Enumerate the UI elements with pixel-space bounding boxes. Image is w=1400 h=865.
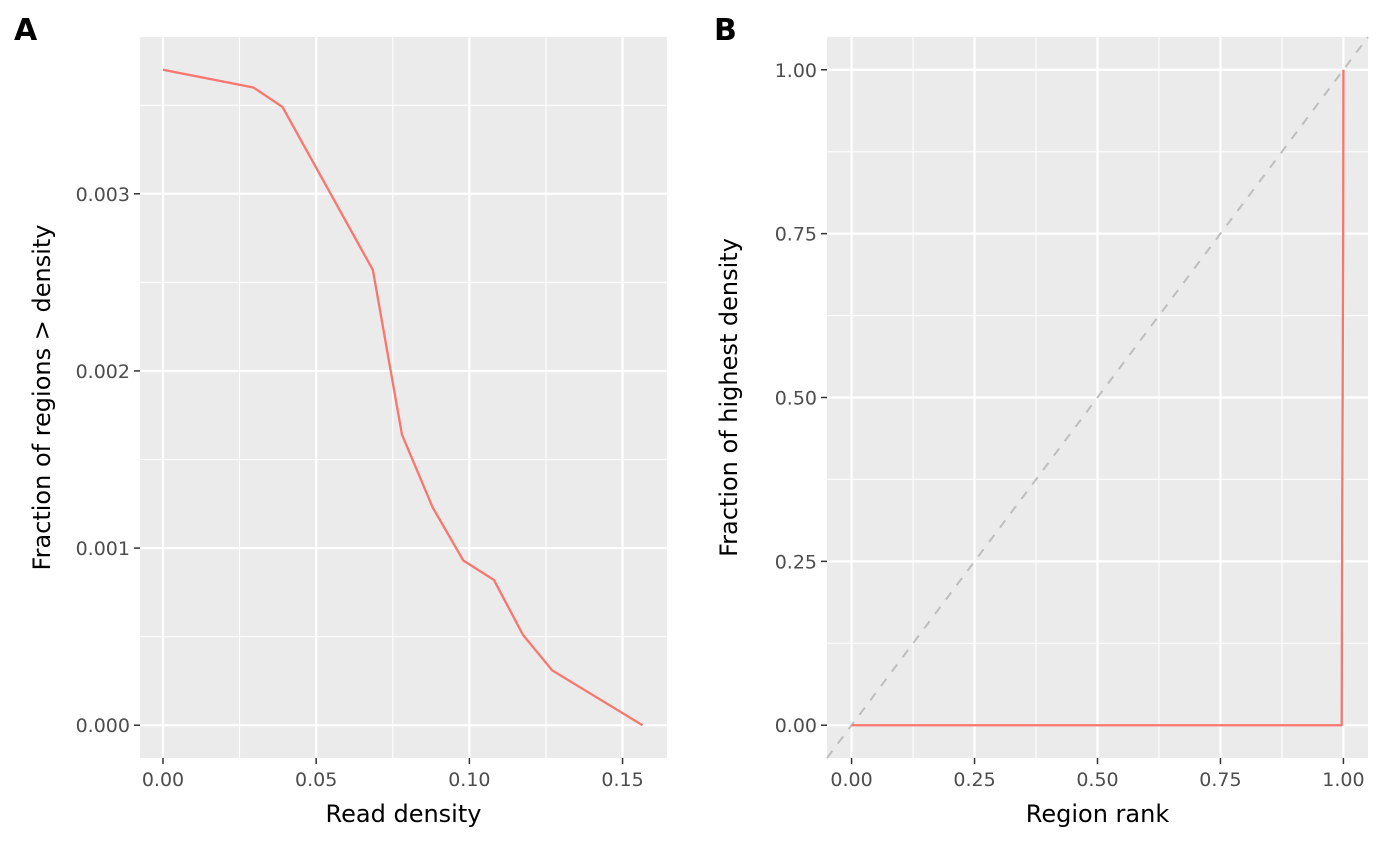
panel-label: B	[714, 13, 737, 48]
x-tick-label: 0.05	[295, 769, 337, 791]
y-tick-label: 0.50	[775, 388, 817, 410]
panel-a: 0.00 0.05 0.10 0.15 0.000 0.001 0.002 0.003 Read…	[14, 13, 667, 828]
y-tick-label: 0.000	[76, 715, 130, 737]
x-tick-label: 0.00	[142, 769, 184, 791]
y-tick-label: 0.00	[775, 715, 817, 737]
y-tick-label: 0.75	[775, 224, 817, 246]
x-tick-label: 0.15	[601, 769, 643, 791]
panel-background	[140, 37, 667, 758]
panel-b: 0.00 0.25 0.50 0.75 1.00 0.00 0.25 0.50 0.75 1.00…	[714, 13, 1369, 828]
x-axis-title: Region rank	[1026, 800, 1170, 828]
y-axis-title: Fraction of highest density	[715, 238, 743, 557]
y-tick-label: 0.001	[76, 538, 130, 560]
reference-diagonal-line	[826, 36, 1369, 759]
x-tick-label: 0.10	[448, 769, 490, 791]
y-axis-title: Fraction of regions > density	[28, 225, 56, 571]
y-tick-label: 0.003	[76, 184, 130, 206]
y-tick-label: 1.00	[775, 60, 817, 82]
x-tick-label: 0.75	[1199, 769, 1241, 791]
series-line	[162, 68, 644, 727]
x-tick-label: 1.00	[1322, 769, 1364, 791]
series-line	[851, 69, 1345, 727]
panel-label: A	[14, 13, 38, 48]
x-axis-title: Read density	[326, 800, 482, 828]
y-tick-label: 0.002	[76, 361, 130, 383]
y-tick-label: 0.25	[775, 551, 817, 573]
x-tick-label: 0.50	[1076, 769, 1118, 791]
x-tick-label: 0.00	[830, 769, 872, 791]
x-tick-label: 0.25	[953, 769, 995, 791]
